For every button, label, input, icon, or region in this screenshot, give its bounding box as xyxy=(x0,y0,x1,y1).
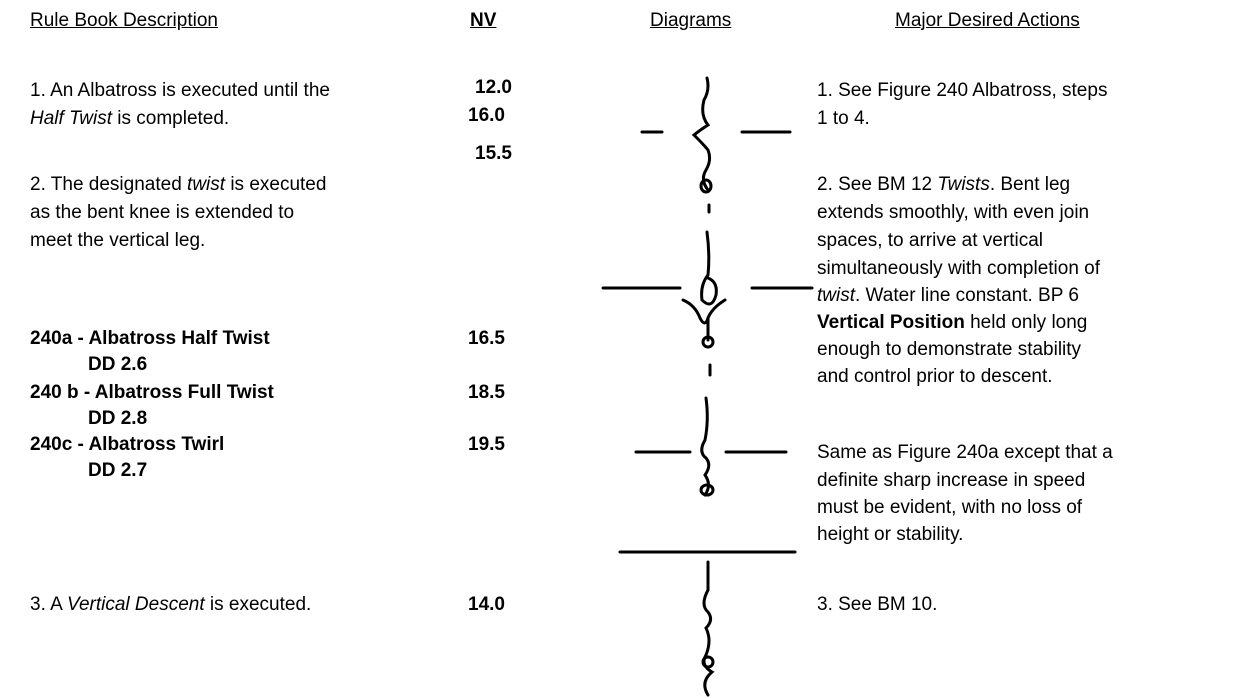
text: . Bent leg xyxy=(989,174,1071,195)
nv-value: 14.0 xyxy=(468,594,505,615)
text-line: Vertical Position held only long xyxy=(817,312,1087,334)
diagram-1 xyxy=(640,76,792,214)
text-line: extends smoothly, with even join xyxy=(817,202,1090,223)
text-line: 1 to 4. xyxy=(817,108,870,129)
nv-value: 12.0 xyxy=(475,77,512,98)
bold-term: Vertical Position xyxy=(817,312,965,333)
text: 2. See BM 12 xyxy=(817,174,938,195)
header: NV xyxy=(470,10,497,31)
text: is executed xyxy=(225,174,327,195)
italic-term: Half Twist xyxy=(30,108,112,129)
diagram-2 xyxy=(601,230,814,377)
figure-nv: 16.5 xyxy=(468,328,505,349)
figure-name: 240c - Albatross Twirl xyxy=(30,434,225,455)
text-line: meet the vertical leg. xyxy=(30,230,206,251)
text: is completed. xyxy=(111,108,230,129)
text: held only long xyxy=(964,312,1088,333)
header: Diagrams xyxy=(650,10,732,31)
text-line: Half Twist is completed. xyxy=(30,108,229,130)
text-line: 2. See BM 12 Twists. Bent leg xyxy=(817,174,1070,196)
text-line: and control prior to descent. xyxy=(817,366,1053,387)
text-line: as the bent knee is extended to xyxy=(30,202,295,223)
text-line: must be evident, with no loss of xyxy=(817,497,1083,518)
text: is executed. xyxy=(204,594,312,615)
figure-dd: DD 2.6 xyxy=(88,354,148,375)
text: 2. The designated xyxy=(30,174,188,195)
text-line: spaces, to arrive at vertical xyxy=(817,230,1043,251)
text: . Water line constant. BP 6 xyxy=(855,285,1079,306)
nv-value: 16.0 xyxy=(468,105,505,126)
italic-term: Twists xyxy=(937,174,990,195)
italic-term: twist xyxy=(187,174,226,195)
text-line: twist. Water line constant. BP 6 xyxy=(817,285,1079,307)
italic-term: twist xyxy=(817,285,855,306)
text-line: 1. An Albatross is executed until the xyxy=(30,80,330,101)
nv-value: 15.5 xyxy=(475,143,512,164)
text-line: 3. A Vertical Descent is executed. xyxy=(30,594,311,616)
figure-nv: 18.5 xyxy=(468,382,505,403)
text-line: enough to demonstrate stability xyxy=(817,339,1082,360)
text-line: height or stability. xyxy=(817,524,964,545)
figure-dd: DD 2.7 xyxy=(88,460,148,481)
diagram-4 xyxy=(618,550,797,697)
header: Rule Book Description xyxy=(30,10,218,31)
figure-nv: 19.5 xyxy=(468,434,505,455)
figure-dd: DD 2.8 xyxy=(88,408,148,429)
text-line: Same as Figure 240a except that a xyxy=(817,442,1113,463)
text-line: 3. See BM 10. xyxy=(817,594,938,615)
text: 3. A xyxy=(30,594,67,615)
text-line: definite sharp increase in speed xyxy=(817,470,1086,491)
figure-name: 240 b - Albatross Full Twist xyxy=(30,382,274,403)
text-line: 1. See Figure 240 Albatross, steps xyxy=(817,80,1108,101)
figure-name: 240a - Albatross Half Twist xyxy=(30,328,270,349)
text-line: simultaneously with completion of xyxy=(817,258,1101,279)
header: Major Desired Actions xyxy=(895,10,1080,31)
text-line: 2. The designated twist is executed xyxy=(30,174,326,196)
italic-term: Vertical Descent xyxy=(66,594,205,615)
diagram-3 xyxy=(634,396,788,497)
